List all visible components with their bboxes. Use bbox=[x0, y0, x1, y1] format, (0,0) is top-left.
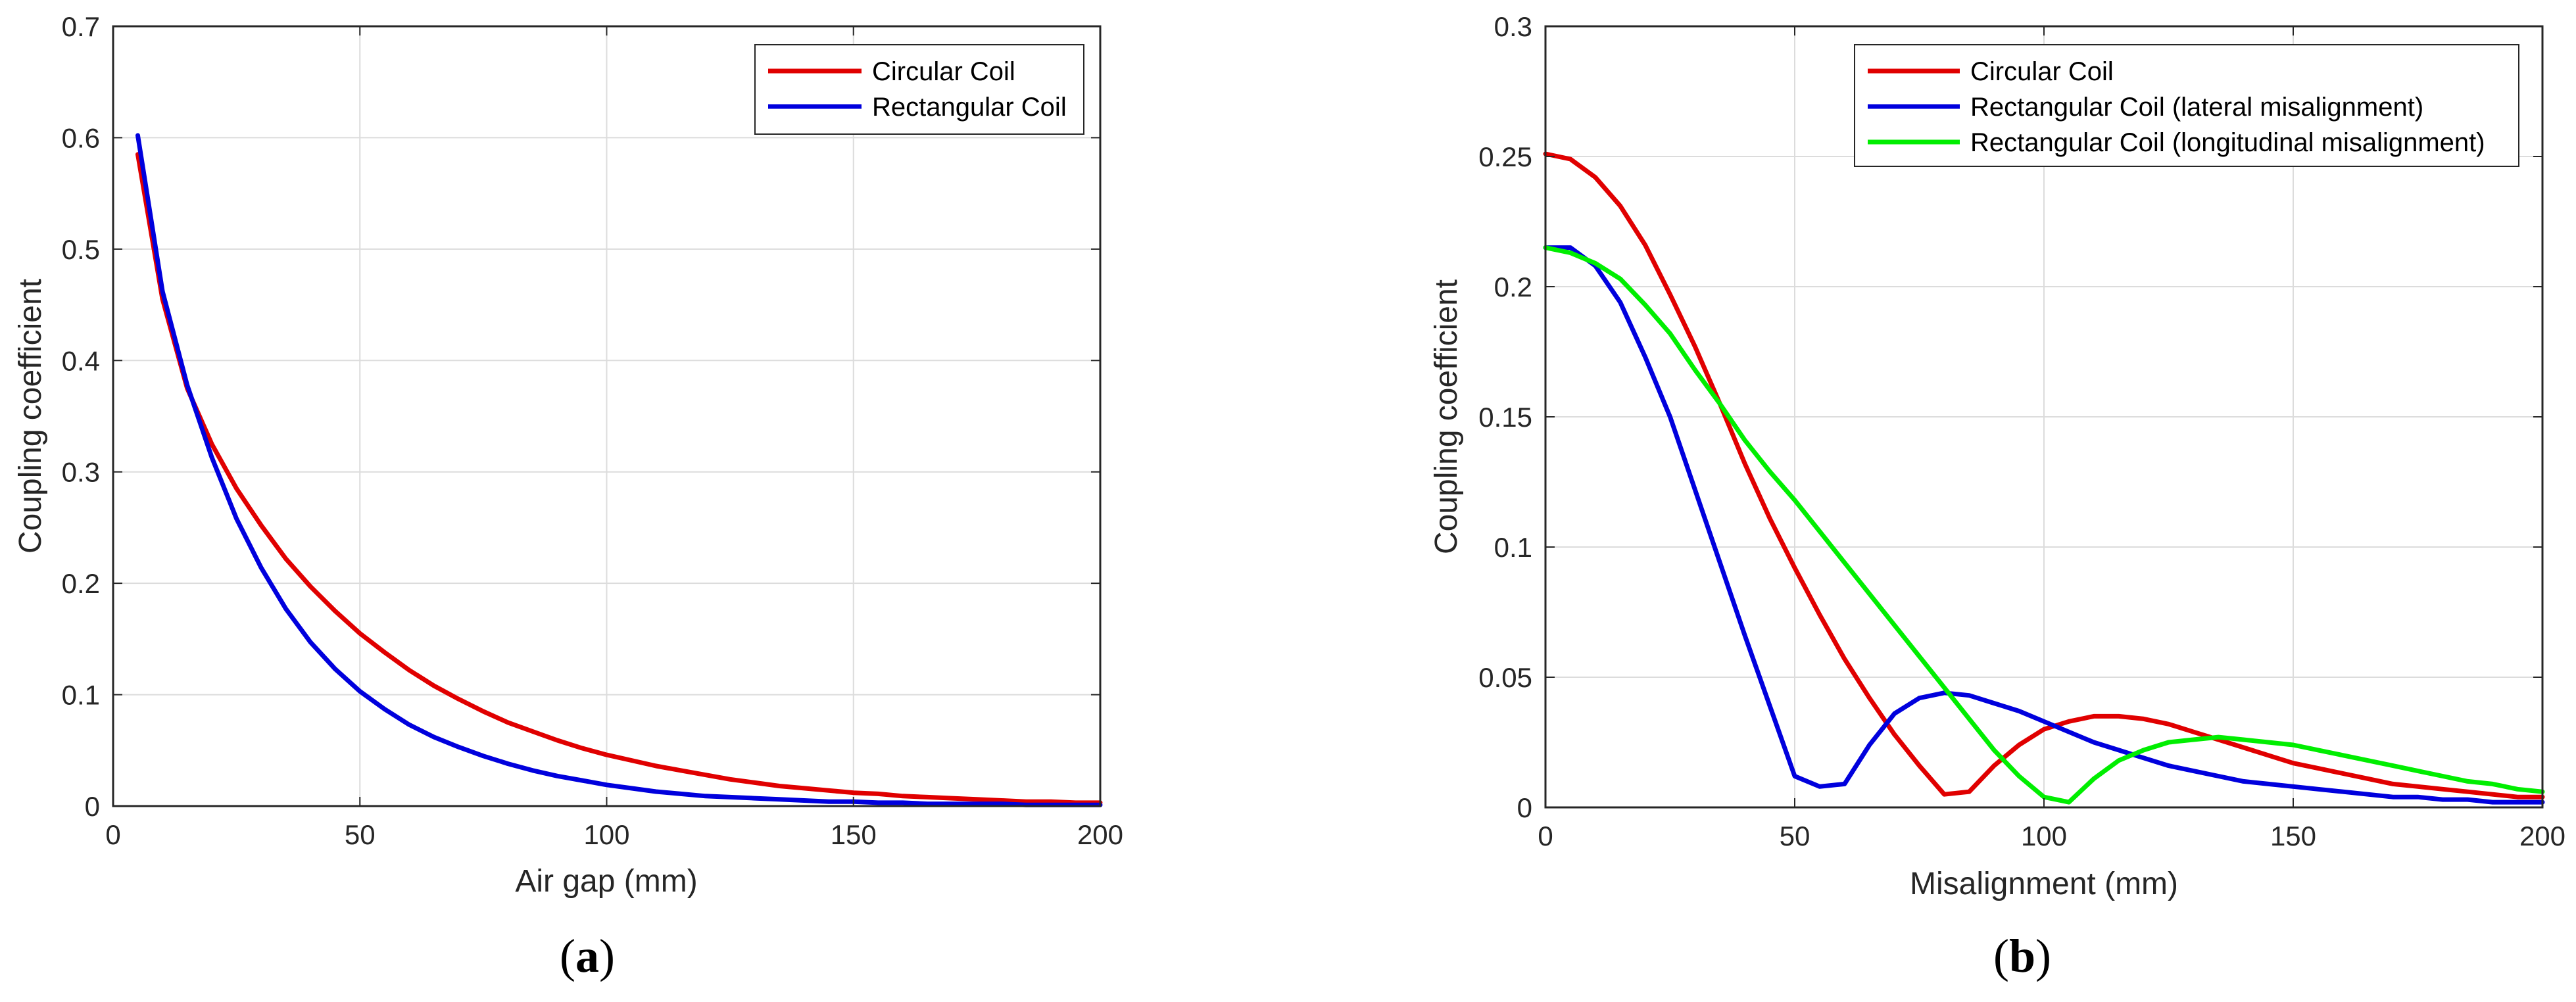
chart-a-xtick-label: 150 bbox=[831, 819, 877, 850]
chart-a-legend: Circular Coil Rectangular Coil bbox=[754, 44, 1084, 135]
chart-b-series-line-0 bbox=[1543, 151, 2545, 799]
chart-a-panel-label-letter: a bbox=[575, 930, 599, 982]
chart-a-series-line-1 bbox=[135, 133, 1103, 807]
chart-a-series bbox=[135, 133, 1103, 807]
chart-a-ylabel: Coupling coefficient bbox=[13, 279, 48, 554]
chart-b-panel-label-open: ( bbox=[1993, 930, 2009, 982]
chart-a-grid bbox=[113, 26, 1100, 806]
chart-a-ytick-label: 0.5 bbox=[62, 234, 100, 265]
chart-b-ytick-label: 0.15 bbox=[1478, 402, 1532, 433]
chart-b-xtick-label: 150 bbox=[2270, 821, 2316, 851]
chart-a-legend-box bbox=[754, 44, 1084, 135]
chart-a-ticks: 0 50 100 150 200 0 0.1 0.2 0.3 0.4 0.5 0.6 0.7 bbox=[62, 11, 1123, 850]
chart-a-ytick-label: 0.6 bbox=[62, 122, 100, 153]
chart-b-ytick-label: 0.2 bbox=[1494, 272, 1532, 302]
chart-b-legend-label-0: Circular Coil bbox=[1970, 57, 2114, 86]
chart-a-xtick-label: 100 bbox=[583, 819, 629, 850]
chart-a-panel-label-open: ( bbox=[560, 930, 575, 982]
chart-b-legend-box bbox=[1854, 44, 2519, 167]
chart-a-panel-label-close: ) bbox=[599, 930, 615, 982]
chart-a-ytick-label: 0.3 bbox=[62, 457, 100, 488]
chart-b-legend: Circular Coil Rectangular Coil (lateral m… bbox=[1854, 44, 2519, 167]
chart-a-legend-label-0: Circular Coil bbox=[872, 57, 1015, 86]
chart-b-ytick-label: 0.05 bbox=[1478, 662, 1532, 693]
chart-b-xtick-label: 100 bbox=[2021, 821, 2067, 851]
chart-b-series-line-1 bbox=[1543, 245, 2545, 805]
chart-b-xtick-label: 200 bbox=[2519, 821, 2565, 851]
chart-a-panel-label: (a) bbox=[560, 930, 615, 982]
chart-a-xtick-label: 50 bbox=[345, 819, 376, 850]
chart-b-xtick-label: 0 bbox=[1538, 821, 1553, 851]
chart-b-xtick-label: 50 bbox=[1780, 821, 1810, 851]
chart-b-legend-label-2: Rectangular Coil (longitudinal misalignm… bbox=[1970, 128, 2485, 157]
chart-a-ytick-label: 0.1 bbox=[62, 680, 100, 711]
chart-b-xlabel: Misalignment (mm) bbox=[1910, 867, 2178, 901]
chart-a: 0 50 100 150 200 0 0.1 0.2 0.3 0.4 0.5 0.6 0.7 Air g… bbox=[13, 11, 1123, 982]
chart-b-ytick-label: 0.25 bbox=[1478, 141, 1532, 172]
chart-b-series-line-2 bbox=[1543, 245, 2545, 805]
chart-b-ticks: 0 50 100 150 200 0 0.05 0.1 0.15 0.2 0.25 0.3 bbox=[1478, 11, 2565, 851]
chart-a-ytick-label: 0.4 bbox=[62, 345, 100, 376]
chart-b-legend-label-1: Rectangular Coil (lateral misalignment) bbox=[1970, 93, 2423, 122]
chart-a-ytick-label: 0 bbox=[85, 791, 100, 822]
chart-b-panel-label-letter: b bbox=[2009, 930, 2035, 982]
chart-a-xlabel: Air gap (mm) bbox=[515, 864, 697, 899]
chart-b-panel-label: (b) bbox=[1993, 930, 2051, 982]
chart-a-xtick-label: 200 bbox=[1077, 819, 1123, 850]
chart-a-legend-label-1: Rectangular Coil bbox=[872, 93, 1067, 122]
chart-b-ytick-label: 0.3 bbox=[1494, 11, 1532, 42]
chart-a-xtick-label: 0 bbox=[105, 819, 120, 850]
chart-b-series bbox=[1543, 151, 2545, 805]
chart-b-ytick-label: 0 bbox=[1517, 792, 1532, 823]
chart-b-panel-label-close: ) bbox=[2035, 930, 2051, 982]
chart-b: 0 50 100 150 200 0 0.05 0.1 0.15 0.2 0.25 0.3 Misal… bbox=[1429, 11, 2565, 982]
chart-b-ytick-label: 0.1 bbox=[1494, 532, 1532, 563]
chart-a-series-line-0 bbox=[135, 152, 1103, 805]
chart-b-ylabel: Coupling coefficient bbox=[1429, 279, 1464, 554]
chart-a-ytick-label: 0.2 bbox=[62, 568, 100, 599]
chart-a-ytick-label: 0.7 bbox=[62, 11, 100, 42]
